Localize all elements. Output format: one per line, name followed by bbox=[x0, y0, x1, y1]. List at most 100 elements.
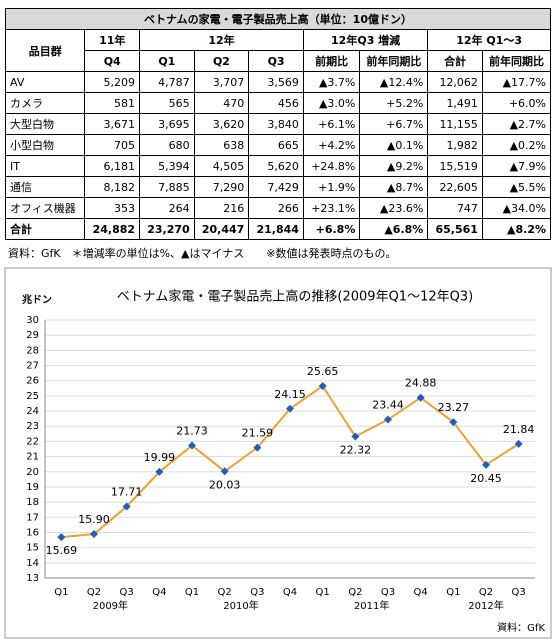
header-cell: 前年同期比 bbox=[481, 50, 552, 72]
x-tick-label: Q2 bbox=[87, 587, 101, 598]
y-tick-label: 18 bbox=[26, 497, 39, 508]
value-label: 20.45 bbox=[470, 472, 502, 485]
x-tick-label: Q1 bbox=[446, 587, 460, 598]
data-row: IT 6,181 5,394 4,505 5,620 +24.8% ▲9.2% 15,519 ▲… bbox=[4, 155, 552, 177]
marker bbox=[318, 382, 327, 391]
value-label: 21.73 bbox=[176, 425, 208, 438]
x-tick-label: Q4 bbox=[283, 587, 297, 598]
y-tick-label: 16 bbox=[26, 527, 39, 538]
y-tick-label: 15 bbox=[26, 543, 39, 554]
year-label: 2010年 bbox=[223, 599, 258, 612]
value-label: 21.84 bbox=[503, 423, 535, 436]
y-tick-label: 17 bbox=[26, 512, 39, 523]
table-cell: +5.2% bbox=[359, 92, 429, 114]
marker bbox=[122, 502, 131, 511]
y-tick-label: 23 bbox=[26, 421, 39, 432]
value-label: 24.15 bbox=[274, 388, 306, 401]
x-tick-label: Q3 bbox=[381, 587, 395, 598]
table-cell: ▲7.9% bbox=[481, 155, 552, 177]
y-tick-label: 13 bbox=[26, 573, 39, 584]
x-tick-label: Q3 bbox=[512, 587, 526, 598]
header-cell: 12年Q3 増減 bbox=[302, 29, 429, 51]
sales-table: ベトナムの家電・電子製品売上高（単位：10億ドン） 品目群 11年 12年 12年Q3 … bbox=[4, 8, 552, 240]
marker bbox=[220, 467, 229, 476]
data-row: 合計 24,882 23,270 20,447 21,844 +6.8% ▲6.8% 65,5… bbox=[4, 218, 552, 240]
table-cell: 12,062 bbox=[427, 71, 483, 93]
value-label: 24.88 bbox=[405, 377, 437, 390]
x-tick-label: Q1 bbox=[54, 587, 68, 598]
marker bbox=[384, 415, 392, 424]
table-cell: 5,620 bbox=[248, 155, 304, 177]
y-tick-label: 21 bbox=[26, 452, 39, 463]
marker bbox=[57, 533, 66, 542]
value-label: 22.32 bbox=[340, 444, 372, 457]
table-cell: 3,671 bbox=[84, 113, 141, 135]
year-label: 2012年 bbox=[468, 599, 503, 612]
marker bbox=[90, 529, 98, 538]
marker bbox=[286, 404, 294, 413]
marker bbox=[416, 393, 425, 402]
y-tick-label: 29 bbox=[26, 330, 39, 341]
chart-source: 資料：GfK bbox=[497, 621, 545, 634]
table-title: ベトナムの家電・電子製品売上高（単位：10億ドン） bbox=[5, 8, 551, 30]
value-label: 15.90 bbox=[78, 513, 110, 526]
y-tick-label: 24 bbox=[26, 406, 39, 417]
table-cell: 7,290 bbox=[193, 176, 250, 198]
y-tick-label: 20 bbox=[26, 467, 39, 478]
y-tick-label: 22 bbox=[26, 436, 39, 447]
y-axis-label: 兆ドン bbox=[22, 293, 52, 306]
x-tick-label: Q4 bbox=[414, 587, 428, 598]
value-label: 25.65 bbox=[307, 365, 339, 378]
data-row: 大型白物 3,671 3,695 3,620 3,840 +6.1% +6.7% 11,155… bbox=[4, 113, 552, 135]
chart-frame bbox=[4, 267, 552, 639]
header-row: 品目群 11年 12年 12年Q3 増減 12年 Q1～3 bbox=[4, 29, 551, 72]
marker bbox=[253, 443, 262, 452]
table-cell: +4.2% bbox=[302, 134, 361, 156]
table-cell: カメラ bbox=[4, 92, 86, 114]
y-tick-label: 26 bbox=[26, 376, 39, 387]
table-cell: 7,885 bbox=[139, 176, 195, 198]
table-cell: 65,561 bbox=[427, 218, 483, 240]
table-cell: +6.7% bbox=[359, 113, 429, 135]
x-tick-label: Q2 bbox=[218, 587, 232, 598]
marker bbox=[155, 467, 164, 476]
table-cell: 4,787 bbox=[139, 71, 195, 93]
x-tick-label: Q2 bbox=[348, 587, 362, 598]
table-cell: ▲9.2% bbox=[359, 155, 429, 177]
table-cell: 3,840 bbox=[248, 113, 304, 135]
y-tick-label: 28 bbox=[26, 345, 39, 356]
marker bbox=[514, 439, 523, 448]
value-label: 17.71 bbox=[111, 486, 143, 499]
table-cell: ▲3.7% bbox=[302, 71, 361, 93]
marker bbox=[449, 418, 458, 427]
marker bbox=[351, 432, 360, 441]
value-label: 15.69 bbox=[46, 544, 78, 557]
table-cell: 3,620 bbox=[193, 113, 250, 135]
table-cell: 470 bbox=[193, 92, 250, 114]
table-cell: 24,882 bbox=[84, 218, 141, 240]
year-label: 2009年 bbox=[93, 599, 128, 612]
value-label: 23.44 bbox=[372, 399, 404, 412]
table-cell: 23,270 bbox=[139, 218, 195, 240]
x-tick-label: Q3 bbox=[250, 587, 264, 598]
table-cell: ▲5.5% bbox=[481, 176, 552, 198]
table-cell: オフィス機器 bbox=[4, 197, 86, 219]
table-cell: ▲6.8% bbox=[359, 218, 429, 240]
value-label: 19.99 bbox=[144, 451, 176, 464]
header-cell: Q4 bbox=[84, 50, 141, 72]
marker bbox=[188, 441, 196, 450]
chart-title: ベトナム家電・電子製品売上高の推移(2009年Q1～12年Q3) bbox=[117, 289, 473, 305]
x-tick-label: Q1 bbox=[185, 587, 199, 598]
table-cell: +6.8% bbox=[302, 218, 361, 240]
table-cell: 20,447 bbox=[193, 218, 250, 240]
table-cell: 353 bbox=[84, 197, 141, 219]
value-label: 20.03 bbox=[209, 478, 241, 491]
table-cell: 565 bbox=[139, 92, 195, 114]
table-cell: ▲8.2% bbox=[481, 218, 552, 240]
y-tick-label: 19 bbox=[26, 482, 39, 493]
y-tick-label: 30 bbox=[26, 315, 39, 326]
year-label: 2011年 bbox=[354, 599, 389, 612]
x-tick-label: Q3 bbox=[120, 587, 134, 598]
